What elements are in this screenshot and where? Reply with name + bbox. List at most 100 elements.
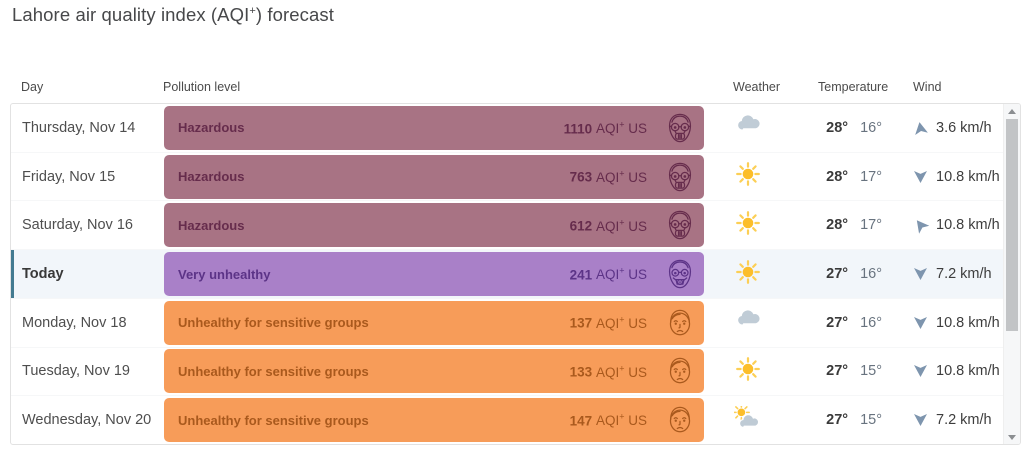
temp-high: 28° <box>826 168 849 185</box>
gas-mask-face-icon <box>662 207 698 243</box>
pollution-level-label: Hazardous <box>178 169 245 185</box>
neutral-face-icon <box>662 353 698 389</box>
temp-low: 16° <box>860 119 882 136</box>
table-row: Thursday, Nov 14 Hazardous 1110 AQI+ US … <box>11 104 1020 152</box>
scrollbar-down-button[interactable] <box>1004 430 1020 444</box>
aqi-value: 612 AQI+ US <box>570 217 647 234</box>
temp-high: 28° <box>826 119 849 136</box>
wind-speed: 7.2 km/h <box>936 266 992 283</box>
pollution-level-label: Hazardous <box>178 120 245 136</box>
aqi-number: 1110 <box>563 121 593 137</box>
aqi-number: 763 <box>569 169 593 185</box>
aqi-value: 1110 AQI+ US <box>564 120 647 137</box>
pollution-level-label: Unhealthy for sensitive groups <box>178 412 369 428</box>
neutral-face-icon <box>662 402 698 438</box>
aqi-unit: AQI+ US <box>595 265 647 283</box>
aqi-value: 147 AQI+ US <box>570 412 647 429</box>
temp-low: 16° <box>860 266 882 283</box>
pollution-level-label: Very unhealthy <box>178 266 271 282</box>
day-label: Wednesday, Nov 20 <box>22 412 152 429</box>
table-row: Monday, Nov 18 Unhealthy for sensitive g… <box>11 297 1020 347</box>
aqi-unit: AQI+ US <box>595 119 647 137</box>
day-label: Monday, Nov 18 <box>22 314 127 331</box>
temp-low: 15° <box>860 412 882 429</box>
scrollbar-thumb[interactable] <box>1006 119 1018 331</box>
pollution-level-pill: Hazardous 763 AQI+ US <box>164 154 704 199</box>
gas-mask-face-icon <box>662 159 698 195</box>
pollution-level-pill: Very unhealthy 241 AQI+ US <box>164 252 704 297</box>
aqi-number: 612 <box>569 218 593 234</box>
forecast-table: Thursday, Nov 14 Hazardous 1110 AQI+ US … <box>10 103 1021 445</box>
table-row: Friday, Nov 15 Hazardous 763 AQI+ US 28°… <box>11 151 1020 201</box>
sun-icon <box>735 161 761 192</box>
aqi-value: 137 AQI+ US <box>570 314 647 331</box>
temp-low: 17° <box>860 217 882 234</box>
aqi-value: 241 AQI+ US <box>570 266 647 283</box>
temp-low: 16° <box>860 314 882 331</box>
respirator-face-icon <box>662 256 698 292</box>
wind-speed: 10.8 km/h <box>936 363 1000 380</box>
aqi-number: 147 <box>569 413 593 429</box>
column-header-weather: Weather <box>733 80 781 94</box>
day-label: Thursday, Nov 14 <box>22 119 136 136</box>
wind-speed: 3.6 km/h <box>936 119 992 136</box>
wind-direction-icon <box>914 268 927 281</box>
pollution-level-label: Unhealthy for sensitive groups <box>178 315 369 331</box>
aqi-value: 763 AQI+ US <box>570 168 647 185</box>
sun-icon <box>735 356 761 387</box>
column-header-temperature: Temperature <box>818 80 889 94</box>
neutral-face-icon <box>662 305 698 341</box>
scrollbar-up-button[interactable] <box>1004 104 1020 118</box>
aqi-number: 137 <box>569 315 593 331</box>
sun-icon <box>735 210 761 241</box>
day-label: Tuesday, Nov 19 <box>22 363 130 380</box>
table-row-today: Today Very unhealthy 241 AQI+ US 27° 16° … <box>11 249 1020 298</box>
aqi-unit: AQI+ US <box>595 411 647 429</box>
wind-speed: 10.8 km/h <box>936 217 1000 234</box>
pollution-level-pill: Unhealthy for sensitive groups 147 AQI+ … <box>164 398 704 443</box>
pollution-level-pill: Hazardous 1110 AQI+ US <box>164 105 704 150</box>
wind-direction-icon <box>914 365 927 378</box>
pollution-level-label: Unhealthy for sensitive groups <box>178 363 369 379</box>
sun-icon <box>735 259 761 290</box>
wind-speed: 7.2 km/h <box>936 412 992 429</box>
scroll-down-icon <box>1008 434 1016 440</box>
temp-low: 17° <box>860 168 882 185</box>
table-row: Saturday, Nov 16 Hazardous 612 AQI+ US 2… <box>11 200 1020 249</box>
temp-high: 27° <box>826 363 849 380</box>
pollution-level-pill: Hazardous 612 AQI+ US <box>164 203 704 248</box>
aqi-unit: AQI+ US <box>595 168 647 185</box>
scroll-up-icon <box>1008 108 1016 114</box>
partly-cloudy-icon <box>734 406 762 435</box>
column-header-wind: Wind <box>913 80 942 94</box>
wind-direction-icon <box>914 316 927 329</box>
wind-speed: 10.8 km/h <box>936 168 1000 185</box>
temp-low: 15° <box>860 363 882 380</box>
column-header-day: Day <box>21 80 44 94</box>
pollution-level-pill: Unhealthy for sensitive groups 133 AQI+ … <box>164 349 704 394</box>
temp-high: 27° <box>826 314 849 331</box>
vertical-scrollbar[interactable] <box>1003 104 1020 444</box>
page-title-suffix: ) forecast <box>255 4 334 25</box>
wind-speed: 10.8 km/h <box>936 314 1000 331</box>
aqi-number: 241 <box>569 267 593 283</box>
wind-direction-icon <box>914 414 927 427</box>
temp-high: 27° <box>826 412 849 429</box>
page-title-sup: + <box>249 4 256 17</box>
wind-direction-icon <box>914 170 927 183</box>
page-title-text: Lahore air quality index (AQI <box>12 4 250 25</box>
page-title: Lahore air quality index (AQI+) forecast <box>12 4 334 26</box>
pollution-level-label: Hazardous <box>178 217 245 233</box>
aqi-value: 133 AQI+ US <box>570 363 647 380</box>
table-row: Wednesday, Nov 20 Unhealthy for sensitiv… <box>11 395 1020 444</box>
today-accent-bar <box>11 250 14 298</box>
gas-mask-face-icon <box>662 110 698 146</box>
temp-high: 27° <box>826 266 849 283</box>
wind-direction-icon <box>913 120 928 135</box>
aqi-number: 133 <box>569 364 593 380</box>
aqi-unit: AQI+ US <box>595 363 647 380</box>
temp-high: 28° <box>826 217 849 234</box>
pollution-level-pill: Unhealthy for sensitive groups 137 AQI+ … <box>164 300 704 345</box>
day-label: Today <box>22 266 64 283</box>
aqi-unit: AQI+ US <box>595 217 647 234</box>
